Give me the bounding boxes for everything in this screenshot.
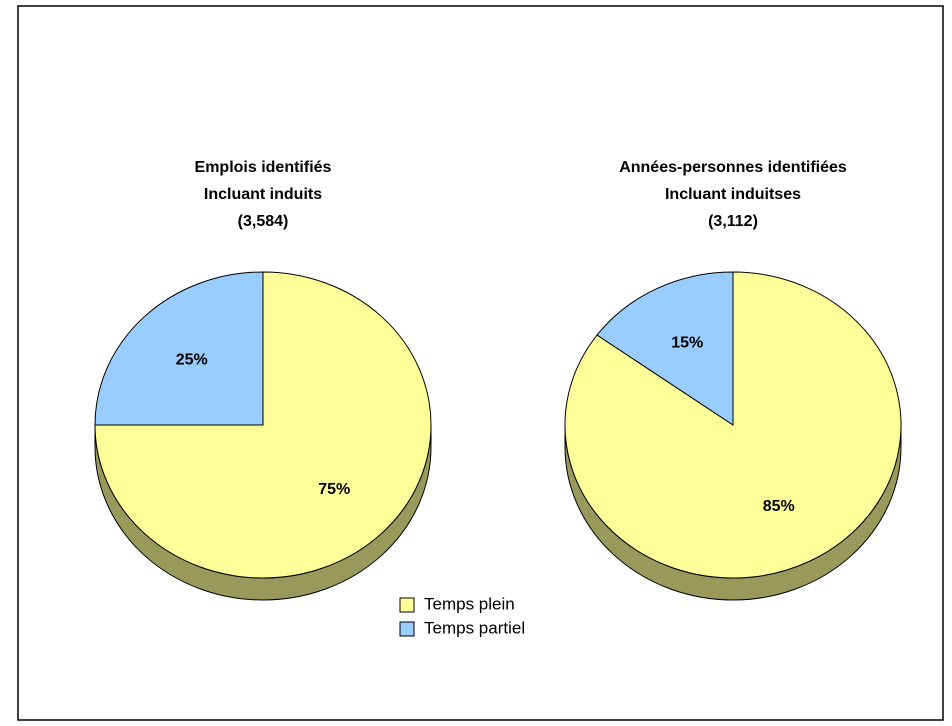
data-label: 75% xyxy=(318,481,350,498)
data-label: 85% xyxy=(763,498,795,515)
chart-title: Années-personnes identifiées xyxy=(619,159,847,176)
legend-label: Temps plein xyxy=(424,594,515,613)
pie-slice xyxy=(94,271,432,579)
chart-title: (3,584) xyxy=(238,213,289,230)
pie-slice xyxy=(94,271,264,426)
data-label: 15% xyxy=(671,334,703,351)
chart-title: (3,112) xyxy=(708,213,758,230)
chart-title: Emplois identifiés xyxy=(195,159,332,176)
pie-slice xyxy=(564,271,902,579)
legend-label: Temps partiel xyxy=(424,618,525,637)
data-label: 25% xyxy=(176,351,208,368)
legend-swatch xyxy=(399,621,415,637)
chart-title: Incluant induits xyxy=(204,186,322,203)
legend-swatch xyxy=(399,597,415,613)
pie-slice xyxy=(596,271,734,426)
chart-title: Incluant induitses xyxy=(665,186,801,203)
